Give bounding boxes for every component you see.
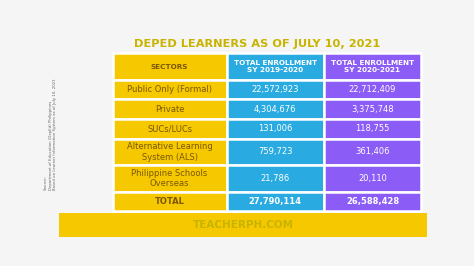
Bar	[227, 53, 324, 80]
Text: 361,406: 361,406	[355, 147, 390, 156]
Bar	[112, 99, 227, 119]
Bar	[112, 119, 227, 139]
Text: SECTORS: SECTORS	[151, 64, 188, 70]
Text: 21,786: 21,786	[261, 174, 290, 183]
Text: Private: Private	[155, 105, 184, 114]
Bar	[112, 139, 227, 165]
Bar	[324, 139, 421, 165]
Text: TOTAL ENROLLMENT
SY 2020-2021: TOTAL ENROLLMENT SY 2020-2021	[331, 60, 414, 73]
Bar	[324, 99, 421, 119]
Text: 118,755: 118,755	[356, 124, 390, 133]
Text: TOTAL ENROLLMENT
SY 2019-2020: TOTAL ENROLLMENT SY 2019-2020	[234, 60, 317, 73]
Bar	[227, 99, 324, 119]
Bar	[112, 192, 227, 211]
Text: 22,572,923: 22,572,923	[252, 85, 299, 94]
Bar	[227, 119, 324, 139]
Text: 27,790,114: 27,790,114	[249, 197, 302, 206]
Bar	[324, 165, 421, 192]
Bar	[324, 80, 421, 99]
Bar	[227, 139, 324, 165]
Text: Alternative Learning
System (ALS): Alternative Learning System (ALS)	[127, 142, 212, 161]
Bar	[112, 165, 227, 192]
Text: 26,588,428: 26,588,428	[346, 197, 399, 206]
Text: TEACHERPH.COM: TEACHERPH.COM	[192, 220, 293, 230]
Text: 22,712,409: 22,712,409	[349, 85, 396, 94]
Bar	[112, 80, 227, 99]
Text: 3,375,748: 3,375,748	[351, 105, 394, 114]
Text: Public Only (Formal): Public Only (Formal)	[127, 85, 212, 94]
Text: DEPED LEARNERS AS OF JULY 10, 2021: DEPED LEARNERS AS OF JULY 10, 2021	[135, 39, 381, 49]
Bar	[324, 192, 421, 211]
Bar	[324, 119, 421, 139]
Text: 4,304,676: 4,304,676	[254, 105, 297, 114]
Bar	[112, 53, 227, 80]
Bar	[227, 80, 324, 99]
Text: TOTAL: TOTAL	[155, 197, 184, 206]
Bar	[227, 165, 324, 192]
Text: SUCs/LUCs: SUCs/LUCs	[147, 124, 192, 133]
Bar	[59, 213, 427, 237]
Bar	[324, 53, 421, 80]
Text: 20,110: 20,110	[358, 174, 387, 183]
Text: 131,006: 131,006	[258, 124, 292, 133]
Text: Source:
Department of Education (DepEd) Philippines
Based on Learner Information: Source: Department of Education (DepEd) …	[44, 78, 57, 190]
Text: Philippine Schools
Overseas: Philippine Schools Overseas	[131, 169, 208, 188]
Bar	[227, 192, 324, 211]
Text: 759,723: 759,723	[258, 147, 292, 156]
